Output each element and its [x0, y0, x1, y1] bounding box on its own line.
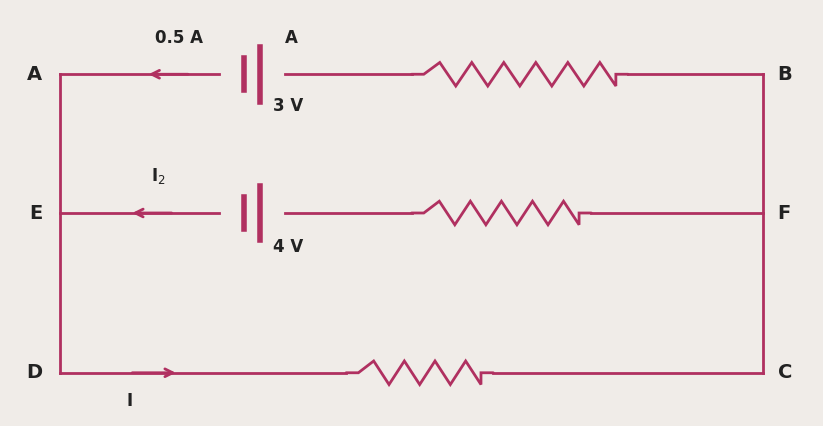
- Text: I$_2$: I$_2$: [151, 166, 165, 186]
- Text: C: C: [778, 363, 792, 382]
- Text: E: E: [29, 204, 42, 222]
- Text: I: I: [127, 391, 133, 410]
- Text: 3 V: 3 V: [272, 98, 303, 115]
- Text: D: D: [26, 363, 42, 382]
- Text: 4 V: 4 V: [272, 238, 303, 256]
- Text: 0.5 A: 0.5 A: [155, 29, 202, 47]
- Text: B: B: [778, 65, 793, 84]
- Text: A: A: [27, 65, 42, 84]
- Text: F: F: [778, 204, 791, 222]
- Text: A: A: [285, 29, 298, 47]
